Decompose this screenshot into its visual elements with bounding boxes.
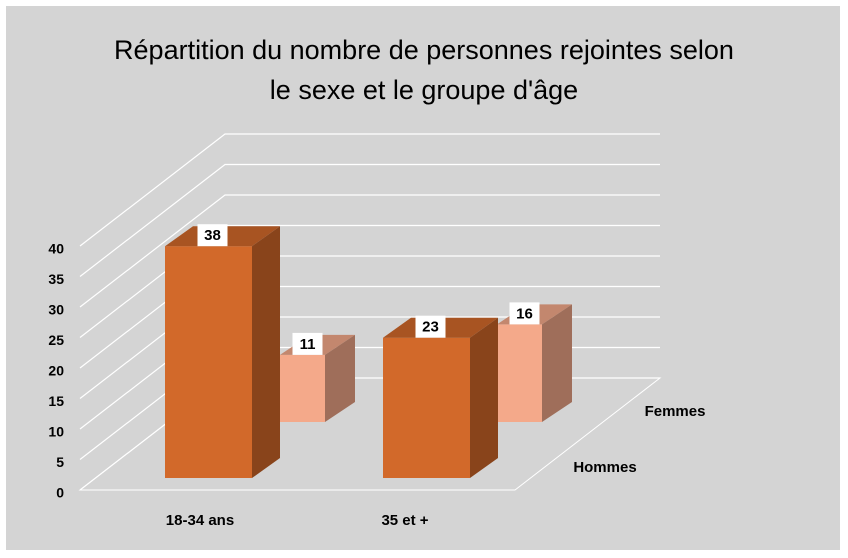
grid-line bbox=[79, 163, 660, 277]
chart-title-line: Répartition du nombre de personnes rejoi… bbox=[114, 35, 734, 65]
series-label: Femmes bbox=[645, 403, 706, 420]
value-label: 38 bbox=[204, 227, 221, 244]
bar-front bbox=[280, 354, 325, 422]
x-tick-label: 18-34 ans bbox=[166, 512, 234, 529]
grid-line bbox=[79, 194, 660, 308]
y-tick-label: 10 bbox=[48, 424, 64, 440]
bar-front bbox=[497, 324, 542, 422]
y-tick-label: 30 bbox=[48, 302, 64, 318]
x-tick-label: 35 et + bbox=[381, 512, 428, 529]
bar-front bbox=[165, 246, 252, 478]
chart-title-line: le sexe et le groupe d'âge bbox=[270, 75, 578, 105]
y-tick-label: 0 bbox=[56, 485, 64, 501]
value-label: 11 bbox=[300, 336, 316, 353]
y-tick-label: 25 bbox=[48, 332, 64, 348]
y-tick-label: 5 bbox=[56, 454, 64, 470]
bar-side bbox=[470, 317, 498, 478]
value-label-box bbox=[509, 302, 540, 325]
bar-side bbox=[542, 304, 572, 422]
value-label-box bbox=[415, 315, 446, 338]
bar-front bbox=[383, 337, 470, 478]
y-tick-label: 35 bbox=[48, 271, 64, 287]
grid-line bbox=[79, 133, 660, 247]
value-label: 23 bbox=[422, 319, 439, 336]
y-tick-label: 40 bbox=[48, 241, 64, 257]
y-tick-label: 15 bbox=[48, 393, 64, 409]
series-label: Hommes bbox=[573, 459, 636, 476]
bar-side bbox=[252, 226, 280, 478]
value-label: 16 bbox=[516, 305, 533, 322]
value-label-box bbox=[292, 332, 323, 355]
value-label-box bbox=[197, 224, 228, 247]
bar-side bbox=[325, 334, 355, 422]
y-tick-label: 20 bbox=[48, 363, 64, 379]
